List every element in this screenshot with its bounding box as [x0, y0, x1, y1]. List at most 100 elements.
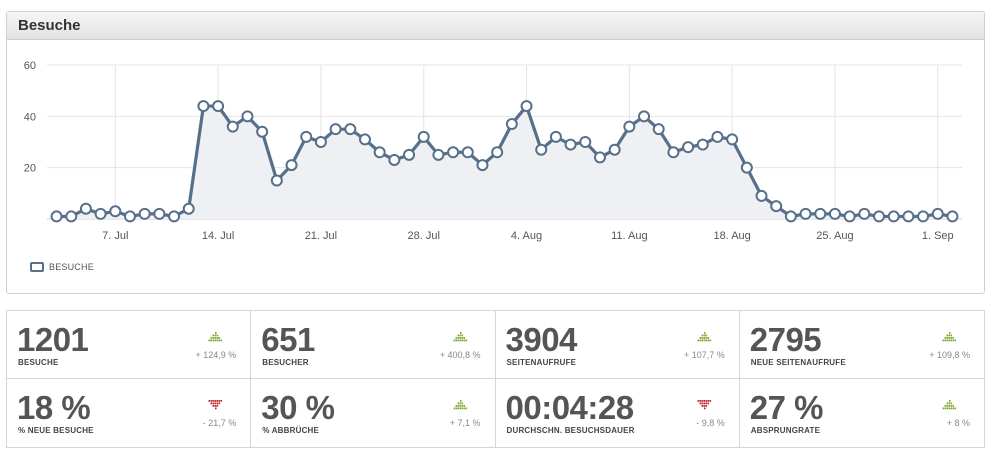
data-point — [79, 202, 92, 215]
data-point — [65, 210, 78, 223]
data-point — [623, 120, 636, 133]
data-point — [300, 130, 313, 143]
stat-card: 1201 BESUCHE + 124,9 % — [7, 311, 252, 379]
stat-label: ABSPRUNGRATE — [750, 426, 821, 435]
data-point — [652, 123, 665, 136]
stat-value: 2795 — [749, 321, 822, 358]
data-point — [212, 100, 225, 113]
x-tick-label: 1. Sep — [922, 230, 954, 242]
data-point — [902, 210, 915, 223]
trend-down-icon — [208, 400, 223, 410]
stat-value: 00:04:28 — [505, 389, 635, 426]
stat-value: 18 % — [17, 389, 91, 426]
stat-card: 651 BESUCHER + 400,8 % — [251, 311, 496, 379]
data-point — [241, 110, 254, 123]
data-point — [138, 207, 151, 220]
data-point — [593, 151, 606, 164]
data-point — [505, 118, 518, 131]
trend-up-icon — [942, 400, 957, 410]
y-tick-label: 40 — [24, 111, 36, 123]
data-point — [168, 210, 181, 223]
data-point — [755, 189, 768, 202]
stat-label: % ABBRÜCHE — [262, 426, 320, 435]
stat-value: 651 — [261, 321, 315, 358]
x-tick-label: 11. Aug — [611, 230, 648, 242]
data-point — [873, 210, 886, 223]
data-point — [711, 130, 724, 143]
stat-label: BESUCHE — [18, 358, 59, 367]
data-point — [549, 130, 562, 143]
data-point — [564, 138, 577, 151]
trend-up-icon — [453, 400, 467, 410]
data-point — [270, 174, 283, 187]
data-point — [461, 146, 474, 159]
data-point — [123, 210, 136, 223]
data-point — [256, 125, 269, 138]
data-point — [94, 207, 107, 220]
data-point — [50, 210, 63, 223]
stat-card: 00:04:28 DURCHSCHN. BESUCHSDAUER - 9,8 % — [496, 379, 740, 447]
stat-change: + 7,1 % — [449, 418, 481, 428]
x-tick-label: 4. Aug — [511, 230, 542, 242]
panel-header — [7, 12, 984, 40]
data-point — [447, 146, 460, 159]
data-point — [682, 141, 695, 154]
data-point — [814, 207, 827, 220]
data-point — [799, 207, 812, 220]
data-point — [109, 205, 122, 218]
data-point — [608, 143, 621, 156]
data-point — [388, 153, 401, 166]
data-point — [417, 130, 430, 143]
data-point — [285, 159, 298, 172]
legend-swatch — [30, 262, 44, 272]
data-point — [329, 123, 342, 136]
panel-title: Besuche — [18, 17, 81, 34]
trend-up-icon — [453, 332, 467, 342]
data-point — [182, 202, 195, 215]
data-point — [740, 161, 753, 174]
stats-grid: 1201 BESUCHE + 124,9 % 651 BESUCHER + 400,8 %… — [6, 310, 985, 448]
trend-up-icon — [942, 332, 957, 342]
stat-change: - 9,8 % — [696, 418, 725, 428]
trend-up-icon — [697, 332, 711, 342]
y-tick-label: 20 — [24, 163, 36, 175]
data-point — [667, 146, 680, 159]
data-point — [197, 100, 210, 113]
data-point — [843, 210, 856, 223]
stat-card: 18 %% NEUE BESUCHE - 21,7 % — [7, 379, 252, 447]
chart-legend[interactable]: BESUCHE — [30, 262, 94, 272]
data-point — [579, 136, 592, 148]
data-point — [946, 210, 959, 223]
data-point — [887, 210, 900, 223]
data-point — [931, 207, 944, 220]
x-tick-label: 7. Jul — [102, 230, 128, 242]
data-point — [535, 143, 548, 156]
data-point — [828, 207, 841, 220]
data-point — [403, 148, 416, 161]
data-point — [491, 146, 504, 159]
visits-line-chart: 20 40 60 7. Jul 14. Jul 21. Jul 28. Jul 4. Aug 1… — [24, 60, 962, 242]
stat-card: 30 %% ABBRÜCHE + 7,1 % — [251, 379, 496, 447]
stat-label: BESUCHER — [262, 358, 309, 367]
stat-change: + 400,8 % — [439, 350, 481, 360]
visits-panel: Besuche 20 40 60 7. Jul 14. Jul 21. Jul 28. Ju… — [6, 11, 985, 294]
legend-label: BESUCHE — [49, 262, 94, 272]
data-point — [358, 133, 371, 146]
stat-change: - 21,7 % — [202, 418, 237, 428]
data-point — [696, 138, 709, 151]
stat-value: 27 % — [749, 389, 824, 426]
data-point — [770, 200, 783, 213]
stat-value: 1201 — [17, 321, 89, 358]
stat-label: SEITENAUFRUFE — [506, 358, 577, 367]
stat-value: 3904 — [505, 321, 578, 358]
stat-label: % NEUE BESUCHE — [18, 426, 94, 435]
trend-down-icon — [697, 400, 711, 410]
x-tick-label: 21. Jul — [305, 230, 337, 242]
stat-card: 3904 SEITENAUFRUFE + 107,7 % — [495, 311, 740, 379]
data-point — [432, 148, 445, 161]
y-tick-label: 60 — [24, 60, 36, 72]
data-point — [476, 159, 489, 172]
stat-label: NEUE SEITENAUFRUFE — [750, 358, 846, 367]
stat-change: + 109,8 % — [929, 350, 970, 360]
data-point — [638, 110, 651, 123]
